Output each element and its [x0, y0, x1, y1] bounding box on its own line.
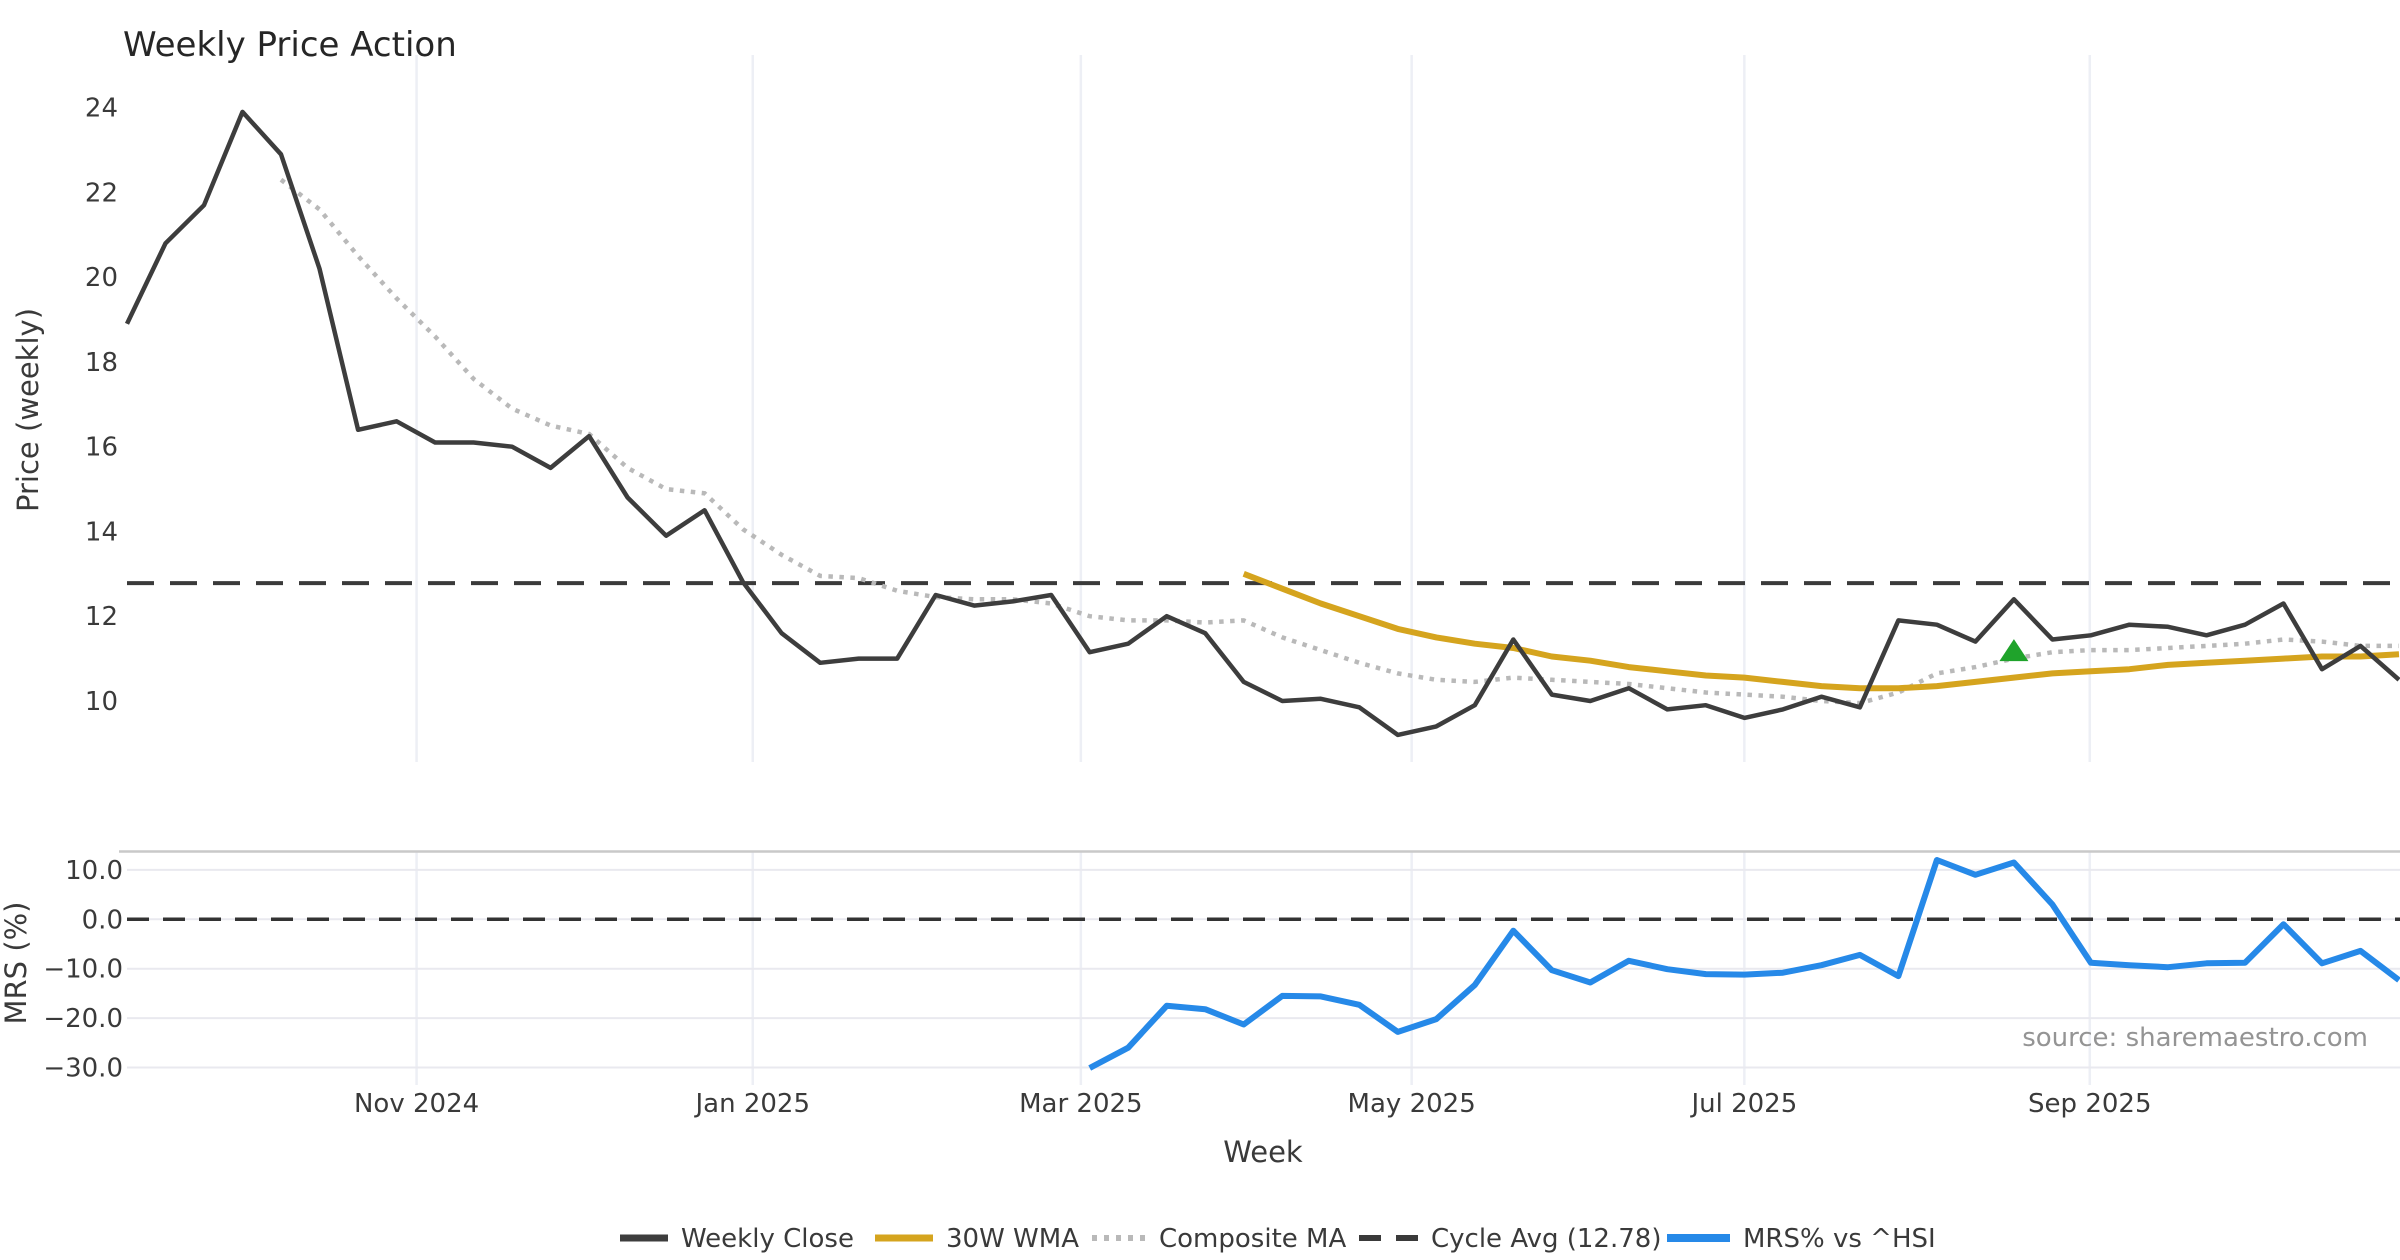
price-tick-label: 12 — [85, 602, 118, 632]
month-tick-label: Mar 2025 — [1019, 1089, 1143, 1119]
mrs-tick-label: −20.0 — [43, 1004, 123, 1034]
mrs-tick-label: −10.0 — [43, 955, 123, 985]
weekly-close-line — [124, 109, 2400, 738]
month-tick-label: May 2025 — [1348, 1089, 1476, 1119]
legend-label-3: Composite MA — [1159, 1224, 1346, 1254]
price-tick-label: 22 — [85, 178, 118, 208]
price-tick-label: 20 — [85, 263, 118, 293]
price-axis-label: Price (weekly) — [11, 308, 45, 512]
month-tick-label: Jan 2025 — [694, 1089, 811, 1119]
gridlines-layer — [119, 55, 2400, 1085]
price-tick-label: 10 — [85, 687, 118, 717]
legend: Weekly Close 30W WMA Composite MA Cycle Avg… — [620, 1224, 1936, 1254]
tick-labels-layer: Nov 2024 Jan 2025 Mar 2025 May 2025 Jul 2025… — [43, 94, 2151, 1119]
legend-label-2: 30W WMA — [946, 1224, 1079, 1254]
source-attribution: source: sharemaestro.com — [2022, 1023, 2368, 1053]
mrs-line — [1088, 857, 2400, 1071]
month-tick-label: Nov 2024 — [354, 1089, 479, 1119]
mrs-tick-label: 0.0 — [82, 905, 123, 935]
chart-title: Weekly Price Action — [123, 25, 457, 65]
series-layer — [124, 109, 2400, 1071]
mrs-axis-label: MRS (%) — [0, 902, 33, 1025]
mrs-tick-label: −30.0 — [43, 1054, 123, 1084]
legend-label-5: MRS% vs ^HSI — [1743, 1224, 1936, 1254]
price-tick-label: 24 — [85, 94, 118, 124]
month-tick-label: Sep 2025 — [2028, 1089, 2151, 1119]
price-tick-label: 18 — [85, 348, 118, 378]
mrs-tick-label: 10.0 — [65, 856, 123, 886]
wma-line — [1242, 571, 2400, 692]
buy-signal-triangle-icon — [1999, 639, 2029, 662]
composite-ma-line — [279, 177, 2399, 706]
price-tick-label: 14 — [85, 517, 118, 547]
week-axis-label: Week — [1223, 1135, 1303, 1169]
legend-label-4: Cycle Avg (12.78) — [1431, 1224, 1661, 1254]
price-tick-label: 16 — [85, 433, 118, 463]
legend-label-1: Weekly Close — [681, 1224, 854, 1254]
month-tick-label: Jul 2025 — [1689, 1089, 1797, 1119]
